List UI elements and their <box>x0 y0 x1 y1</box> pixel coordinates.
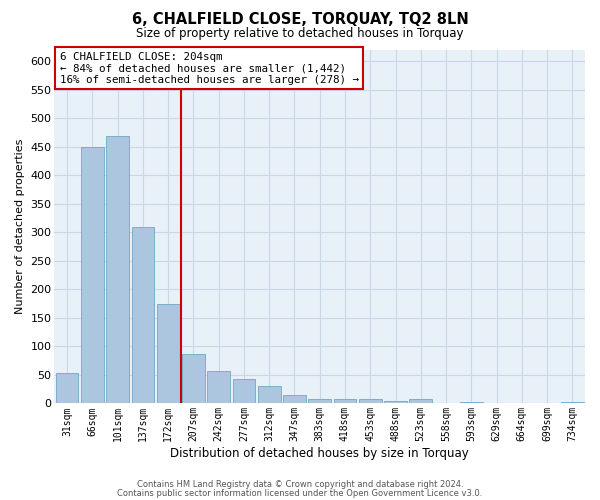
Bar <box>334 400 356 404</box>
Text: Contains public sector information licensed under the Open Government Licence v3: Contains public sector information licen… <box>118 490 482 498</box>
Bar <box>409 399 432 404</box>
Bar <box>233 380 256 404</box>
Text: Size of property relative to detached houses in Torquay: Size of property relative to detached ho… <box>136 28 464 40</box>
Bar <box>460 402 482 404</box>
Bar <box>182 354 205 404</box>
Bar <box>308 399 331 404</box>
Bar <box>131 226 154 404</box>
Bar <box>384 400 407 404</box>
Bar <box>81 147 104 404</box>
Text: 6 CHALFIELD CLOSE: 204sqm
← 84% of detached houses are smaller (1,442)
16% of se: 6 CHALFIELD CLOSE: 204sqm ← 84% of detac… <box>60 52 359 85</box>
Text: Contains HM Land Registry data © Crown copyright and database right 2024.: Contains HM Land Registry data © Crown c… <box>137 480 463 489</box>
X-axis label: Distribution of detached houses by size in Torquay: Distribution of detached houses by size … <box>170 447 469 460</box>
Bar <box>208 371 230 404</box>
Bar <box>359 399 382 404</box>
Bar <box>56 373 79 404</box>
Bar <box>258 386 281 404</box>
Bar <box>106 136 129 404</box>
Bar <box>561 402 584 404</box>
Bar <box>283 396 306 404</box>
Bar <box>157 304 179 404</box>
Text: 6, CHALFIELD CLOSE, TORQUAY, TQ2 8LN: 6, CHALFIELD CLOSE, TORQUAY, TQ2 8LN <box>131 12 469 28</box>
Y-axis label: Number of detached properties: Number of detached properties <box>15 139 25 314</box>
